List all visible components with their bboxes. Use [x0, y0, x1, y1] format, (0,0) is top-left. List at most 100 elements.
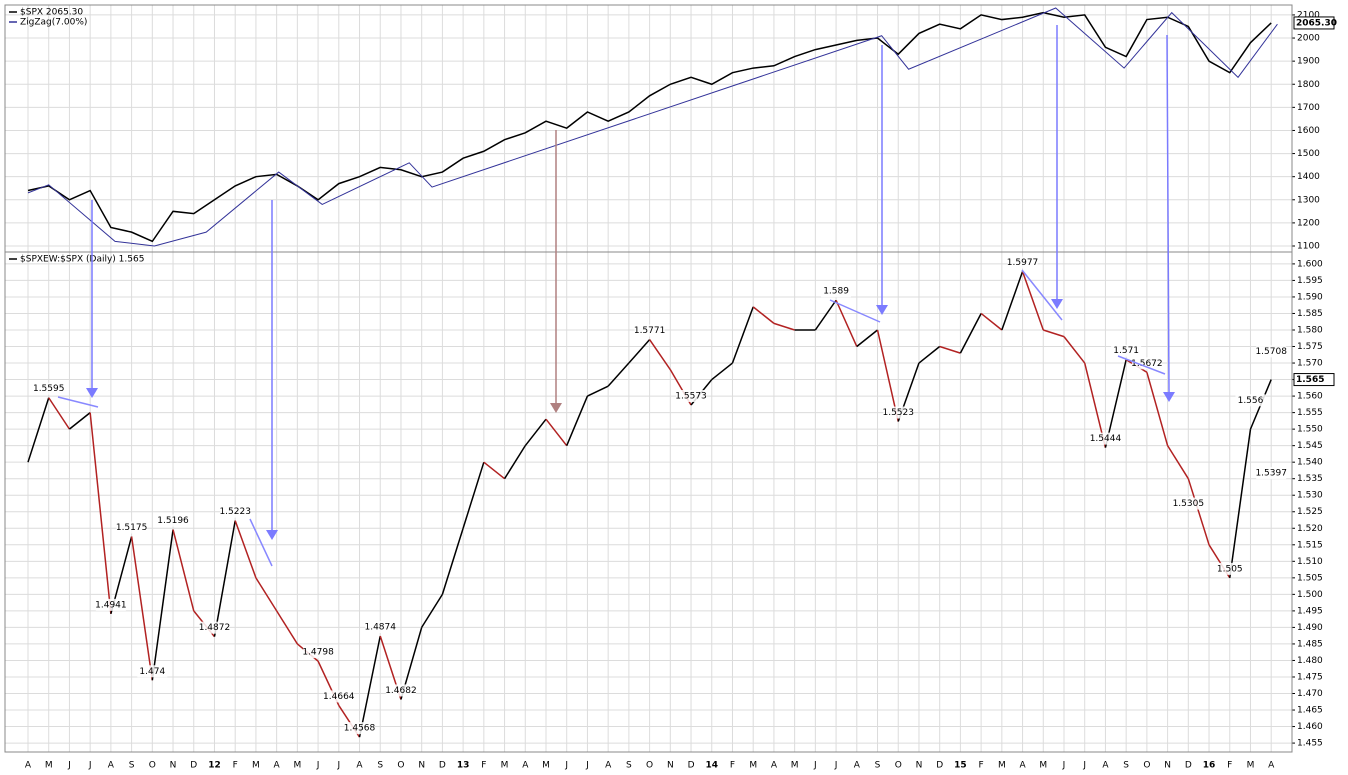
x-tick-label: N — [667, 761, 674, 771]
line-segment — [939, 345, 961, 354]
line-segment — [1021, 271, 1044, 331]
x-tick-label: S — [129, 761, 135, 771]
x-tick-label: A — [771, 761, 778, 771]
line-segment — [835, 299, 858, 347]
trend-line — [1117, 355, 1166, 375]
annotation-box — [1090, 432, 1121, 445]
y-tick-label: 1.495 — [1297, 606, 1323, 616]
line-segment — [648, 339, 671, 371]
plot-layer: 1100 1200 1300 1400 1500 1600 1700 1800 1900 2000… — [4, 4, 1337, 771]
annotation: 1.5223 — [219, 507, 251, 517]
line-segment — [524, 418, 547, 447]
y-tick-label: 1900 — [1297, 57, 1320, 67]
y-tick-label: 1.470 — [1297, 689, 1323, 699]
trend-line — [1021, 269, 1063, 321]
line-segment — [959, 313, 982, 354]
y-tick-label: 1.530 — [1297, 491, 1323, 501]
arrow-head — [876, 305, 888, 315]
annotation-box — [95, 598, 126, 611]
line-segment — [1146, 372, 1169, 446]
y-tick-label: 1.580 — [1297, 325, 1323, 335]
x-tick-label: A — [1019, 761, 1026, 771]
arrow-head — [266, 530, 278, 540]
x-tick-label: J — [67, 761, 71, 771]
annotation: 1.571 — [1113, 346, 1139, 356]
annotation: 1.5672 — [1131, 359, 1163, 369]
series-line — [27, 11, 1272, 243]
line-segment — [27, 397, 50, 463]
line-segment — [545, 418, 568, 447]
y-tick-label: 1.510 — [1297, 557, 1323, 567]
annotation-box — [385, 684, 416, 697]
y-tick-label: 1.520 — [1297, 524, 1323, 534]
line-segment — [587, 385, 609, 397]
x-tick-label: F — [730, 761, 735, 771]
arrow — [1166, 34, 1170, 393]
x-tick-label: M — [749, 761, 757, 771]
y-tick-label: 1.535 — [1297, 474, 1323, 484]
x-tick-label: M — [293, 761, 301, 771]
y-tick-label: 1500 — [1297, 149, 1320, 159]
annotation-box — [323, 690, 354, 703]
annotation: 1.4941 — [95, 600, 127, 610]
arrow-head — [1051, 299, 1063, 309]
annotation: 1.4568 — [344, 724, 376, 734]
line-segment — [130, 536, 154, 681]
y-tick-label: 1200 — [1297, 218, 1320, 228]
y-tick-label: 1.455 — [1297, 739, 1323, 749]
x-tick-label: O — [895, 761, 902, 771]
x-tick-label: N — [418, 761, 425, 771]
y-tick-label: 1.590 — [1297, 292, 1323, 302]
annotation: 1.5397 — [1255, 469, 1287, 479]
line-segment — [483, 461, 506, 480]
last-value-box — [1293, 16, 1335, 30]
y-tick-label: 1.480 — [1297, 656, 1323, 666]
trend-line — [57, 396, 99, 408]
annotation: 1.4874 — [364, 623, 396, 633]
x-tick-label: M — [501, 761, 509, 771]
x-tick-label: D — [1185, 761, 1192, 771]
annotation: 1.5305 — [1173, 499, 1205, 509]
line-segment — [980, 312, 1003, 331]
line-segment — [234, 520, 257, 579]
legend-label: ZigZag(7.00%) — [20, 18, 87, 28]
annotation-box — [137, 665, 168, 678]
y-tick-label: 1300 — [1297, 195, 1320, 205]
x-tick-label: D — [439, 761, 446, 771]
line-segment — [1229, 429, 1252, 578]
y-tick-label: 1.570 — [1297, 359, 1323, 369]
line-segment — [1063, 336, 1086, 364]
x-tick-label: J — [1082, 761, 1086, 771]
annotation: 1.5444 — [1090, 434, 1122, 444]
y-tick-label: 1600 — [1297, 126, 1320, 136]
y-tick-label: 1.490 — [1297, 623, 1323, 633]
x-tick-label: A — [522, 761, 529, 771]
annotation: 1.4872 — [199, 623, 231, 633]
legend-label: $SPX 2065.30 — [20, 8, 83, 18]
annotation-box — [344, 722, 375, 735]
legend-label: $SPXEW:$SPX (Daily) 1.565 — [20, 255, 144, 265]
y-tick-label: 1.560 — [1297, 392, 1323, 402]
x-tick-label: F — [979, 761, 984, 771]
line-segment — [151, 529, 174, 681]
line-segment — [752, 306, 775, 324]
trend-line — [829, 299, 881, 323]
line-segment — [731, 306, 754, 364]
y-tick-label: 1.585 — [1297, 309, 1323, 319]
x-tick-label: J — [88, 761, 92, 771]
annotation-box — [199, 621, 230, 634]
last-value-label: 1.565 — [1296, 375, 1324, 385]
arrow-head — [86, 388, 98, 398]
x-tick-label: J — [316, 761, 320, 771]
annotation-box — [1131, 357, 1162, 370]
x-tick-label: J — [834, 761, 838, 771]
annotation-box — [1173, 497, 1204, 510]
last-value-label: 2065.30 — [1296, 18, 1337, 28]
y-tick-label: 1.595 — [1297, 276, 1323, 286]
line-segment — [628, 339, 651, 364]
x-tick-label: J — [585, 761, 589, 771]
last-value-box — [1293, 373, 1335, 387]
annotation: 1.5771 — [634, 326, 666, 336]
